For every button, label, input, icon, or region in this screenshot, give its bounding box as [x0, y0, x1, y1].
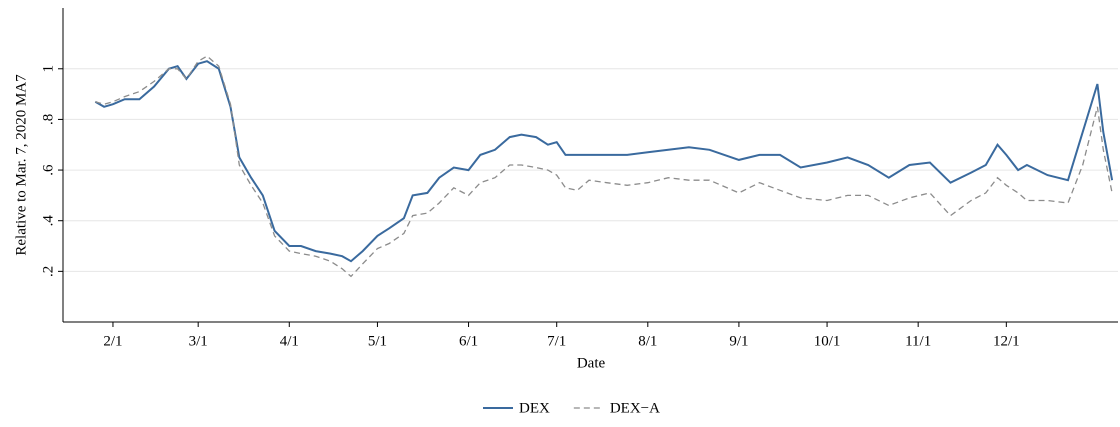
legend-label: DEX: [519, 400, 550, 416]
y-tick-label: .4: [40, 215, 56, 227]
line-series: [94, 60, 1114, 263]
x-tick-label: 7/1: [547, 333, 566, 349]
y-axis-title: Relative to Mar. 7, 2020 MA7: [13, 74, 29, 256]
x-tick-label: 3/1: [189, 333, 208, 349]
line-series: [95, 55, 1113, 278]
x-tick-label: 11/1: [905, 333, 931, 349]
x-tick-label: 12/1: [993, 333, 1020, 349]
x-tick-label: 9/1: [729, 333, 748, 349]
legend-label: DEX−A: [610, 400, 660, 416]
x-tick-label: 8/1: [638, 333, 657, 349]
x-axis-title: Date: [577, 355, 606, 371]
x-tick-label: 5/1: [368, 333, 387, 349]
x-tick-label: 2/1: [103, 333, 122, 349]
y-tick-label: .2: [40, 266, 56, 277]
y-tick-label: .6: [40, 164, 56, 176]
y-tick-label: 1: [40, 65, 56, 73]
x-tick-label: 6/1: [459, 333, 478, 349]
x-tick-label: 4/1: [280, 333, 299, 349]
x-tick-label: 10/1: [814, 333, 841, 349]
y-tick-label: .8: [40, 114, 56, 125]
